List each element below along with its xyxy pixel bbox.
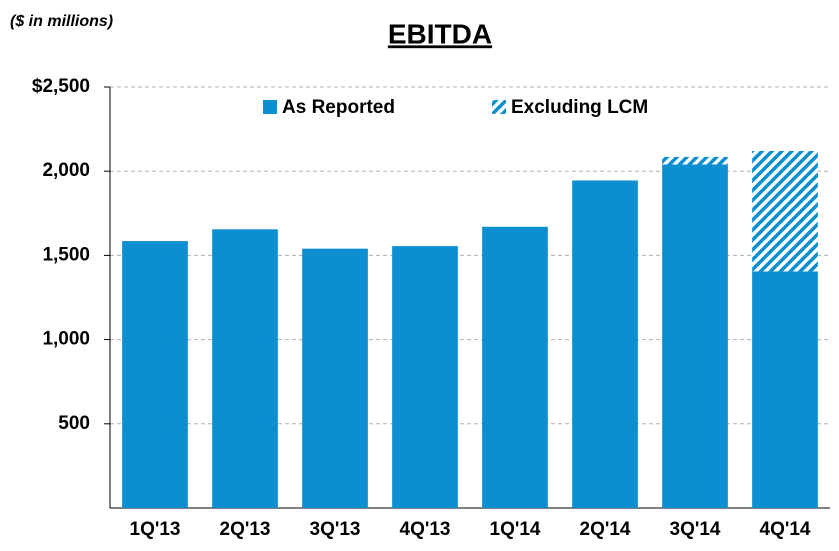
bar (662, 156, 728, 165)
x-tick-label: 4Q'13 (400, 519, 451, 540)
bar (572, 180, 638, 508)
legend-swatch (263, 100, 277, 114)
x-tick-label: 1Q'14 (490, 519, 541, 540)
y-tick-label: 2,000 (42, 160, 90, 181)
x-tick-label: 1Q'13 (130, 519, 181, 540)
y-tick-label: 500 (58, 413, 90, 434)
bar (302, 248, 368, 508)
y-tick-label: 1,500 (42, 244, 90, 265)
bar (212, 229, 278, 508)
bar (392, 246, 458, 508)
legend-label: Excluding LCM (511, 97, 648, 118)
x-tick-label: 4Q'14 (760, 519, 811, 540)
chart-subtitle: ($ in millions) (10, 13, 113, 30)
legend-swatch (492, 100, 506, 114)
x-tick-label: 2Q'14 (580, 519, 631, 540)
bar (482, 226, 548, 508)
x-tick-label: 3Q'14 (670, 519, 721, 540)
chart-title: EBITDA (388, 18, 492, 49)
bar (752, 271, 818, 508)
bar (662, 164, 728, 509)
bar (752, 150, 818, 272)
legend-label: As Reported (282, 97, 395, 118)
legend: As Reported Excluding LCM (263, 97, 648, 118)
x-tick-label: 3Q'13 (310, 519, 361, 540)
bar (122, 241, 188, 508)
x-tick-label: 2Q'13 (220, 519, 271, 540)
y-tick-label: 1,000 (42, 329, 90, 350)
y-tick-label: $2,500 (32, 76, 90, 97)
